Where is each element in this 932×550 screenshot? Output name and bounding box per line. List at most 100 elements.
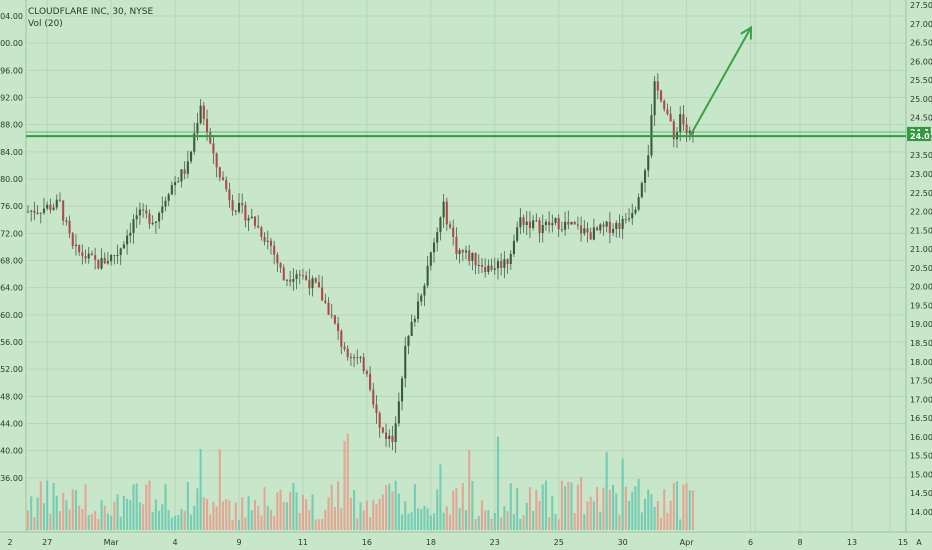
candle-body[interactable] xyxy=(26,211,30,213)
candle-body[interactable] xyxy=(343,346,346,349)
candle-body[interactable] xyxy=(589,232,592,240)
candle-body[interactable] xyxy=(100,257,103,269)
candle-body[interactable] xyxy=(167,194,170,201)
candle-body[interactable] xyxy=(522,217,525,226)
candle-body[interactable] xyxy=(84,256,87,259)
candle-body[interactable] xyxy=(209,132,212,144)
candle-body[interactable] xyxy=(215,153,218,168)
candle-body[interactable] xyxy=(503,259,506,268)
candle-body[interactable] xyxy=(295,274,298,279)
candle-body[interactable] xyxy=(263,236,266,242)
right-axis[interactable] xyxy=(906,0,932,532)
candle-body[interactable] xyxy=(273,245,276,255)
candle-body[interactable] xyxy=(266,240,269,242)
candle-body[interactable] xyxy=(81,252,84,257)
candle-body[interactable] xyxy=(666,109,669,114)
candle-body[interactable] xyxy=(624,218,627,220)
candle-body[interactable] xyxy=(672,121,675,140)
candle-body[interactable] xyxy=(557,218,560,230)
candle-body[interactable] xyxy=(305,275,308,280)
candle-body[interactable] xyxy=(583,228,586,234)
candle-body[interactable] xyxy=(58,199,62,201)
candle-body[interactable] xyxy=(388,435,391,440)
candle-body[interactable] xyxy=(516,227,519,241)
candle-body[interactable] xyxy=(68,220,71,234)
candle-body[interactable] xyxy=(512,240,516,255)
candle-body[interactable] xyxy=(401,378,404,402)
candle-body[interactable] xyxy=(647,155,650,171)
trend-arrow[interactable] xyxy=(688,25,753,137)
candle-body[interactable] xyxy=(397,401,400,424)
candle-body[interactable] xyxy=(94,255,97,260)
candle-body[interactable] xyxy=(631,213,634,219)
candle-body[interactable] xyxy=(685,124,688,134)
candle-body[interactable] xyxy=(311,278,314,289)
candle-body[interactable] xyxy=(372,389,375,405)
candle-body[interactable] xyxy=(592,227,595,240)
candle-body[interactable] xyxy=(142,209,145,211)
candle-body[interactable] xyxy=(292,278,295,282)
candle-body[interactable] xyxy=(682,114,685,125)
candle-body[interactable] xyxy=(602,224,605,227)
candle-body[interactable] xyxy=(506,259,509,265)
candle-body[interactable] xyxy=(455,236,458,254)
candle-body[interactable] xyxy=(432,242,436,253)
candle-body[interactable] xyxy=(663,100,666,110)
candle-body[interactable] xyxy=(74,244,77,246)
candle-body[interactable] xyxy=(445,201,448,225)
candle-body[interactable] xyxy=(170,185,173,195)
candle-body[interactable] xyxy=(548,221,551,226)
candle-body[interactable] xyxy=(349,357,352,359)
candle-body[interactable] xyxy=(65,220,68,222)
candle-body[interactable] xyxy=(471,252,474,261)
candle-body[interactable] xyxy=(154,221,157,223)
candle-body[interactable] xyxy=(580,225,583,234)
candle-body[interactable] xyxy=(218,167,221,178)
candle-body[interactable] xyxy=(429,252,432,266)
candle-body[interactable] xyxy=(570,221,573,225)
candle-body[interactable] xyxy=(410,321,413,336)
candle-body[interactable] xyxy=(586,228,589,233)
candle-body[interactable] xyxy=(365,371,368,374)
candle-body[interactable] xyxy=(279,263,282,268)
candle-body[interactable] xyxy=(55,199,58,208)
candle-body[interactable] xyxy=(420,295,423,302)
candle-body[interactable] xyxy=(426,265,429,286)
candle-body[interactable] xyxy=(541,225,544,233)
candle-body[interactable] xyxy=(337,323,340,332)
candle-body[interactable] xyxy=(250,216,253,219)
candle-body[interactable] xyxy=(608,221,611,233)
candle-body[interactable] xyxy=(276,254,279,264)
candle-body[interactable] xyxy=(519,217,522,228)
candle-body[interactable] xyxy=(461,250,464,253)
candle-body[interactable] xyxy=(110,254,113,262)
candle-body[interactable] xyxy=(637,197,640,210)
candle-body[interactable] xyxy=(369,373,372,390)
candle-body[interactable] xyxy=(324,300,327,303)
candle-body[interactable] xyxy=(375,404,378,414)
candle-body[interactable] xyxy=(679,114,682,133)
candle-body[interactable] xyxy=(269,240,273,246)
candle-body[interactable] xyxy=(618,222,621,229)
candle-body[interactable] xyxy=(500,261,503,268)
candle-body[interactable] xyxy=(231,200,234,211)
candle-body[interactable] xyxy=(599,224,602,231)
candle-body[interactable] xyxy=(190,151,193,162)
candle-body[interactable] xyxy=(480,264,484,267)
candle-body[interactable] xyxy=(378,413,381,428)
candle-body[interactable] xyxy=(90,253,93,256)
candle-body[interactable] xyxy=(509,254,512,265)
candle-body[interactable] xyxy=(97,259,100,269)
candle-body[interactable] xyxy=(158,213,161,222)
candle-body[interactable] xyxy=(49,204,52,210)
candle-body[interactable] xyxy=(340,331,343,347)
candle-body[interactable] xyxy=(71,233,74,246)
candle-body[interactable] xyxy=(468,250,471,261)
candle-body[interactable] xyxy=(138,209,141,216)
candle-body[interactable] xyxy=(538,220,541,233)
candle-body[interactable] xyxy=(567,221,570,225)
candle-body[interactable] xyxy=(62,200,65,221)
candle-body[interactable] xyxy=(260,227,263,237)
candle-body[interactable] xyxy=(46,204,49,209)
